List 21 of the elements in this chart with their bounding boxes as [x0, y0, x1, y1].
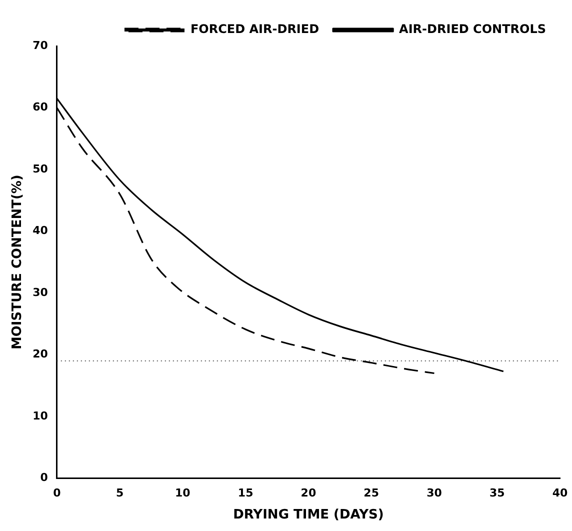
x-tick-label: 35 — [489, 486, 505, 500]
y-tick-label: 50 — [32, 162, 48, 176]
x-tick-label: 20 — [300, 486, 316, 500]
y-tick-label: 30 — [32, 286, 48, 299]
legend-label: FORCED AIR-DRIED — [190, 22, 320, 36]
y-tick-label: 0 — [40, 471, 48, 484]
x-tick-label: 40 — [552, 486, 568, 500]
x-tick-label: 15 — [238, 486, 254, 500]
x-tick-label: 0 — [53, 486, 62, 500]
legend-label: AIR-DRIED CONTROLS — [399, 22, 546, 36]
y-tick-label: 20 — [32, 348, 48, 361]
y-tick-label: 10 — [32, 409, 48, 422]
x-tick-label: 30 — [426, 486, 442, 500]
x-axis-title: DRYING TIME (DAYS) — [233, 508, 384, 523]
y-tick-label: 40 — [32, 224, 48, 238]
y-axis-title: MOISTURE CONTENT(%) — [10, 174, 26, 350]
y-tick-label: 60 — [32, 100, 48, 114]
x-tick-label: 10 — [175, 486, 191, 500]
y-tick-label: 70 — [32, 38, 48, 52]
x-tick-label: 5 — [116, 486, 124, 500]
x-tick-label: 25 — [364, 486, 379, 500]
